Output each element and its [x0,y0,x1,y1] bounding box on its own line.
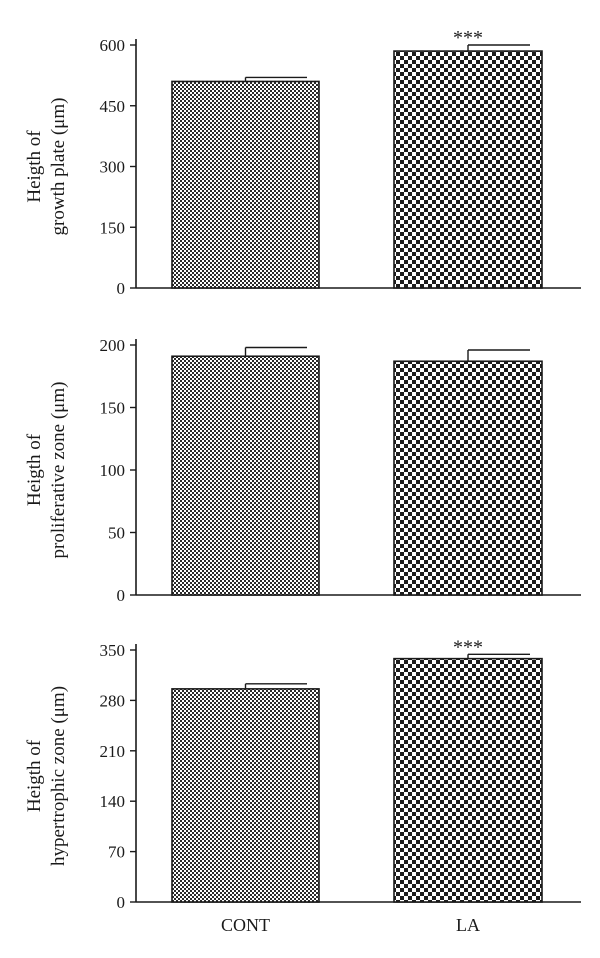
bar-cont [171,355,320,596]
y-tick-label: 600 [100,36,126,55]
bar-cont [171,688,320,903]
y-tick-label: 0 [117,893,126,912]
y-tick-label: 200 [100,336,126,355]
chart-panel-3: 0 70 140 210 280 350 Heigth of hypertrophic zon… [24,636,581,935]
y-tick-label: 280 [100,691,126,710]
y-tick-label: 300 [100,158,126,177]
y-tick-label: 50 [108,524,125,543]
bar-la [393,657,543,903]
bar-la [393,360,543,596]
y-axis-label: hypertrophic zone (μm) [48,686,69,866]
y-tick-label: 0 [117,279,126,298]
y-tick-label: 70 [108,843,125,862]
y-axis-label: proliferative zone (μm) [48,382,69,559]
y-tick-label: 0 [117,586,126,605]
y-axis-label: Heigth of [24,130,45,203]
y-tick-label: 150 [100,218,126,237]
y-axis-label: Heigth of [24,739,45,812]
chart-panel-1: 0 150 300 450 600 Heigth of growth plate (μm) *… [24,27,581,298]
y-tick-label: 350 [100,641,126,660]
y-tick-label: 210 [100,742,126,761]
y-tick-label: 150 [100,399,126,418]
x-category-label: CONT [221,915,270,935]
y-axis-label: growth plate (μm) [48,98,69,236]
significance-marker: *** [453,27,483,49]
y-tick-label: 140 [100,792,126,811]
y-tick-label: 100 [100,461,126,480]
bar-la [393,50,543,289]
y-axis-label: Heigth of [24,433,45,506]
significance-marker: *** [453,636,483,658]
bar-cont [171,80,320,289]
x-category-label: LA [456,915,480,935]
y-tick-label: 450 [100,97,126,116]
chart-panel-2: 0 50 100 150 200 Heigth of proliferative zone … [24,336,581,605]
